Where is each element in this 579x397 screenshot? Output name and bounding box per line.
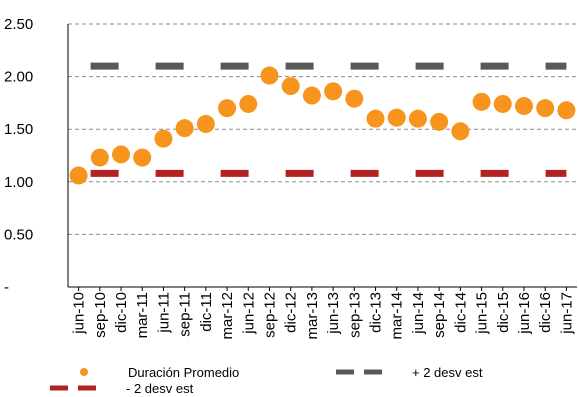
data-point xyxy=(175,119,194,138)
y-tick-label: 2.50 xyxy=(4,16,33,33)
data-point xyxy=(430,112,449,131)
data-point xyxy=(536,99,555,118)
x-tick-label: mar-11 xyxy=(134,292,151,338)
data-point xyxy=(133,148,152,167)
data-point xyxy=(196,114,215,133)
data-point xyxy=(557,101,576,120)
x-tick-label: dic-14 xyxy=(452,292,469,333)
data-point xyxy=(408,109,427,128)
x-tick-label: dic-16 xyxy=(537,292,554,333)
data-point xyxy=(154,129,173,148)
x-tick-label: jun-12 xyxy=(240,292,257,335)
data-point xyxy=(302,86,321,105)
data-point xyxy=(345,89,364,108)
x-tick-label: dic-10 xyxy=(113,292,130,333)
y-tick-label: 2.00 xyxy=(4,69,33,86)
data-point xyxy=(218,99,237,118)
y-axis-ticks: - 0.50 1.00 1.50 2.00 2.50 xyxy=(4,16,33,296)
data-point xyxy=(260,66,279,85)
y-tick-label: 1.50 xyxy=(4,121,33,138)
data-point xyxy=(366,109,385,128)
data-point xyxy=(472,92,491,111)
reference-lines xyxy=(78,62,567,177)
data-points xyxy=(69,66,576,185)
x-tick-label: jun-17 xyxy=(558,292,575,335)
x-axis-ticks: jun-10 sep-10 dic-10 mar-11 jun-11 sep-11 dic-… xyxy=(71,287,575,340)
gridlines xyxy=(68,23,577,235)
data-point xyxy=(493,94,512,113)
x-tick-label: mar-14 xyxy=(389,292,406,340)
legend-marker-dots xyxy=(80,368,88,376)
x-tick-label: sep-11 xyxy=(177,292,194,337)
data-point xyxy=(239,94,258,113)
x-tick-label: jun-16 xyxy=(516,292,533,335)
x-tick-label: dic-12 xyxy=(283,292,300,333)
data-point xyxy=(324,82,343,101)
legend-label: Duración Promedio xyxy=(128,365,239,380)
x-tick-label: mar-12 xyxy=(219,292,236,340)
y-tick-label: 0.50 xyxy=(4,226,33,243)
x-tick-label: mar-13 xyxy=(304,292,321,340)
x-tick-label: sep-12 xyxy=(261,292,278,338)
data-point xyxy=(281,77,300,96)
x-tick-label: jun-10 xyxy=(71,292,88,335)
x-tick-label: sep-14 xyxy=(431,292,448,338)
x-tick-label: sep-13 xyxy=(346,292,363,338)
x-tick-label: jun-13 xyxy=(325,292,342,335)
legend-label: + 2 desv est xyxy=(412,365,483,380)
x-tick-label: dic-15 xyxy=(495,292,512,333)
data-point xyxy=(90,148,109,167)
y-tick-label: - xyxy=(4,279,9,296)
x-tick-label: sep-10 xyxy=(92,292,109,338)
data-point xyxy=(69,166,88,185)
data-point xyxy=(112,145,131,164)
data-point xyxy=(387,108,406,127)
x-tick-label: jun-15 xyxy=(474,292,491,335)
x-tick-label: jun-14 xyxy=(410,292,427,335)
x-tick-label: jun-11 xyxy=(155,292,172,334)
x-tick-label: dic-11 xyxy=(198,292,215,332)
axes xyxy=(67,24,577,288)
legend-label: - 2 desv est xyxy=(126,381,194,396)
x-tick-label: dic-13 xyxy=(368,292,385,333)
data-point xyxy=(514,97,533,116)
y-tick-label: 1.00 xyxy=(4,174,33,191)
legend: Duración Promedio + 2 desv est - 2 desv es… xyxy=(50,365,483,396)
data-point xyxy=(451,122,470,141)
